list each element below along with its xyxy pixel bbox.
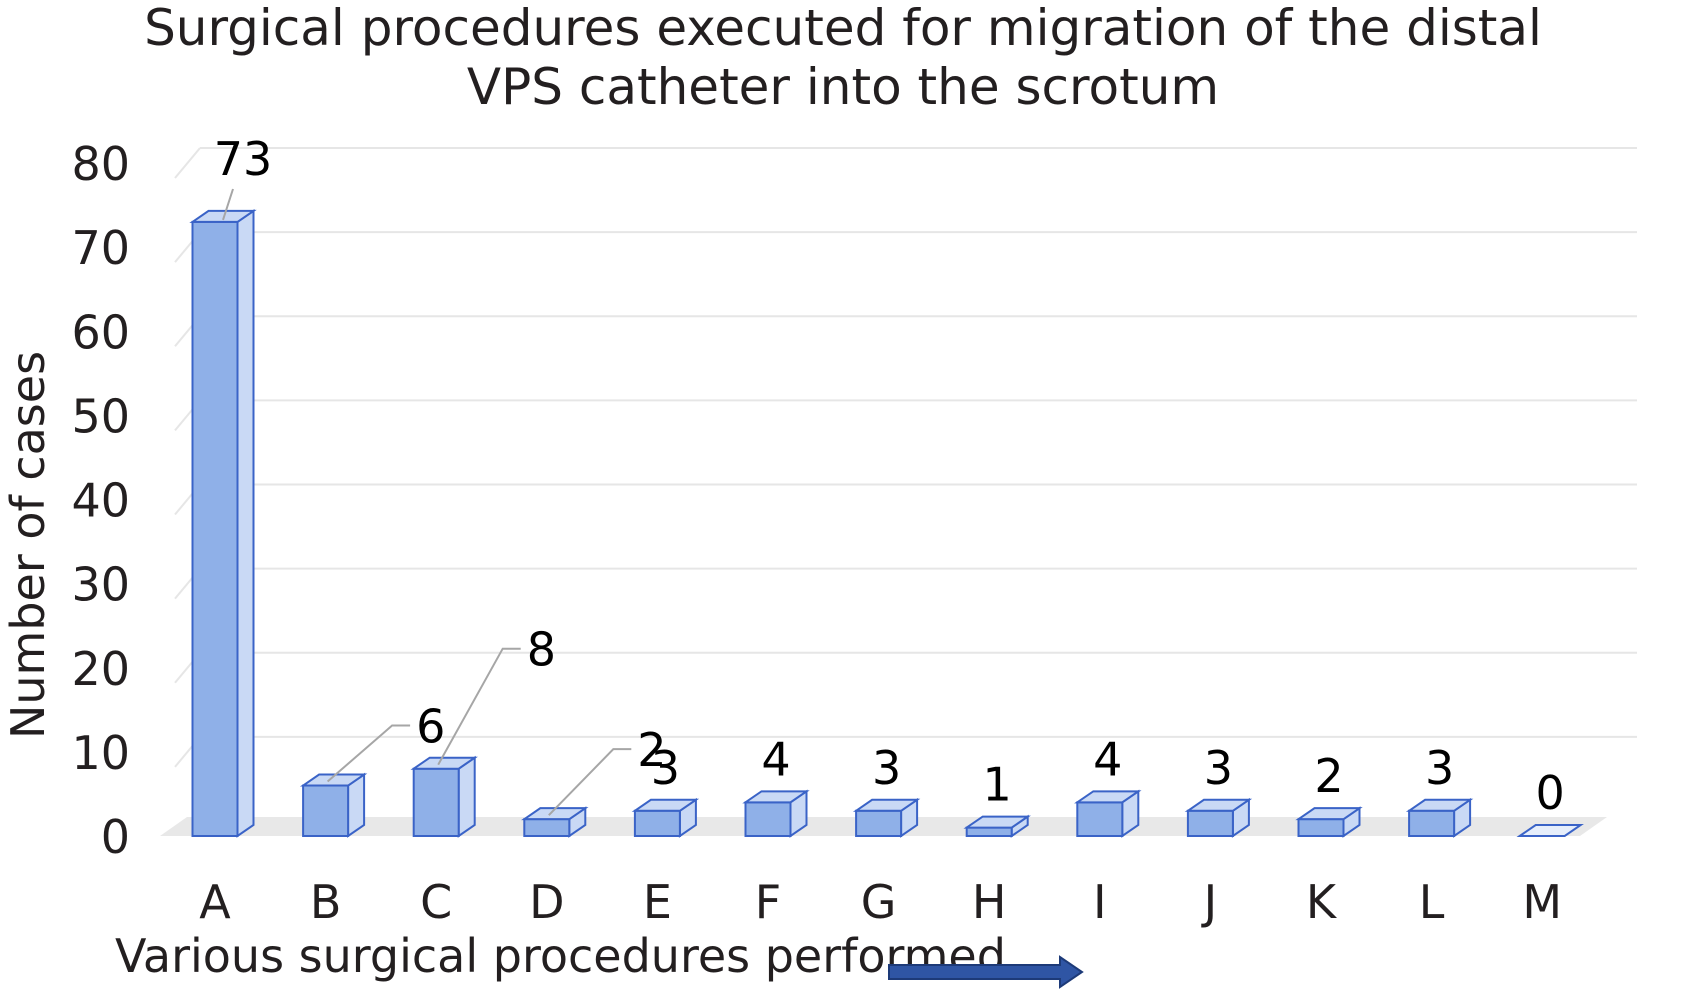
bar-front bbox=[1297, 818, 1345, 837]
bar bbox=[963, 814, 1031, 838]
bar-front bbox=[1408, 809, 1456, 838]
bar bbox=[410, 755, 478, 838]
bar-top bbox=[521, 807, 589, 821]
x-tick-label: E bbox=[643, 875, 672, 929]
data-label: 4 bbox=[1093, 732, 1122, 786]
data-label: 8 bbox=[527, 623, 556, 677]
bar bbox=[1074, 789, 1142, 838]
leader-line bbox=[326, 724, 411, 783]
x-tick-label: F bbox=[755, 875, 781, 929]
gridline-diagonal bbox=[174, 147, 201, 179]
chart-title-line-1: Surgical procedures executed for migrati… bbox=[144, 0, 1542, 57]
bar-front bbox=[855, 809, 903, 838]
bar-top bbox=[1516, 824, 1584, 837]
bar-front bbox=[1186, 809, 1234, 838]
x-tick-label: B bbox=[310, 875, 342, 929]
right-arrow-icon bbox=[888, 955, 1084, 989]
bar-top bbox=[631, 798, 700, 812]
x-tick-label: L bbox=[1419, 875, 1445, 929]
y-tick-label: 20 bbox=[71, 642, 130, 696]
x-axis-title: Various surgical procedures performed bbox=[115, 929, 1006, 983]
data-label: 3 bbox=[1204, 741, 1233, 795]
bar bbox=[1516, 824, 1584, 837]
x-axis-title-group: Various surgical procedures performed bbox=[115, 929, 1084, 989]
bar-top bbox=[1295, 807, 1363, 821]
chart-title: Surgical procedures executed for migrati… bbox=[144, 0, 1542, 116]
y-tick-label: 50 bbox=[71, 389, 130, 443]
y-tick-label: 70 bbox=[71, 221, 130, 275]
bar bbox=[299, 772, 368, 838]
data-label: 0 bbox=[1536, 766, 1565, 820]
bar bbox=[742, 789, 810, 838]
bar-top bbox=[1184, 798, 1253, 812]
bar-top bbox=[963, 815, 1031, 829]
bar-top bbox=[410, 756, 478, 770]
x-tick-label: I bbox=[1093, 875, 1107, 929]
bar-top bbox=[299, 773, 368, 787]
x-axis-ticks: A B C D E F G H I J K L M bbox=[199, 875, 1562, 929]
x-tick-label: J bbox=[1201, 875, 1218, 929]
bar-top bbox=[189, 209, 257, 223]
y-tick-label: 40 bbox=[71, 474, 130, 528]
gridlines bbox=[174, 147, 1637, 768]
bar bbox=[631, 797, 700, 838]
bars bbox=[189, 208, 1584, 838]
bar-side bbox=[457, 755, 476, 838]
bar-front bbox=[633, 809, 681, 838]
y-tick-label: 60 bbox=[71, 305, 130, 359]
bar bbox=[852, 797, 921, 838]
bar bbox=[521, 806, 589, 838]
bar-top bbox=[1405, 798, 1474, 812]
y-axis-ticks: 0 10 20 30 40 50 60 70 80 bbox=[71, 137, 130, 864]
bar-front bbox=[1076, 801, 1124, 837]
bar-top bbox=[1074, 790, 1142, 804]
bar-front bbox=[302, 784, 350, 838]
data-label: 6 bbox=[416, 700, 445, 754]
leader-line bbox=[548, 748, 632, 816]
x-tick-label: A bbox=[199, 875, 231, 929]
bar-side bbox=[236, 208, 255, 838]
bar-front bbox=[191, 220, 239, 837]
data-label: 2 bbox=[1314, 749, 1343, 803]
y-tick-label: 30 bbox=[71, 558, 130, 612]
data-label: 4 bbox=[761, 732, 790, 786]
bar-front bbox=[744, 801, 792, 837]
bar-top bbox=[852, 798, 921, 812]
x-tick-label: G bbox=[861, 875, 897, 929]
y-tick-label: 10 bbox=[71, 726, 130, 780]
y-tick-label: 0 bbox=[101, 810, 130, 864]
chart-title-line-2: VPS catheter into the scrotum bbox=[467, 58, 1219, 116]
data-label-leaders bbox=[222, 188, 632, 816]
x-tick-label: D bbox=[529, 875, 564, 929]
bar bbox=[1184, 797, 1253, 838]
leader-line bbox=[222, 188, 234, 221]
leader-line bbox=[437, 647, 521, 766]
data-label: 3 bbox=[1425, 741, 1454, 795]
bar-front bbox=[965, 826, 1013, 838]
data-label: 1 bbox=[983, 758, 1012, 812]
data-label: 73 bbox=[214, 132, 273, 186]
x-tick-label: M bbox=[1522, 875, 1562, 929]
data-label: 3 bbox=[651, 741, 680, 795]
bar bbox=[189, 208, 257, 838]
bar bbox=[1295, 806, 1363, 838]
bar-top bbox=[742, 790, 810, 804]
x-tick-label: H bbox=[972, 875, 1007, 929]
y-tick-label: 80 bbox=[71, 137, 130, 191]
bar-front bbox=[412, 767, 460, 838]
y-axis-title: Number of cases bbox=[1, 351, 55, 739]
x-tick-label: K bbox=[1306, 875, 1338, 929]
data-label: 2 bbox=[637, 723, 666, 777]
data-label: 3 bbox=[872, 741, 901, 795]
bar-front bbox=[523, 818, 571, 837]
bar bbox=[1405, 797, 1474, 838]
x-tick-label: C bbox=[420, 875, 452, 929]
